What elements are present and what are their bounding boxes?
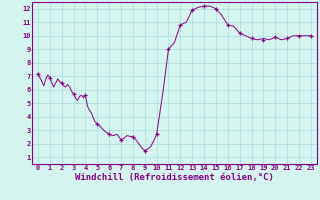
X-axis label: Windchill (Refroidissement éolien,°C): Windchill (Refroidissement éolien,°C)	[75, 173, 274, 182]
